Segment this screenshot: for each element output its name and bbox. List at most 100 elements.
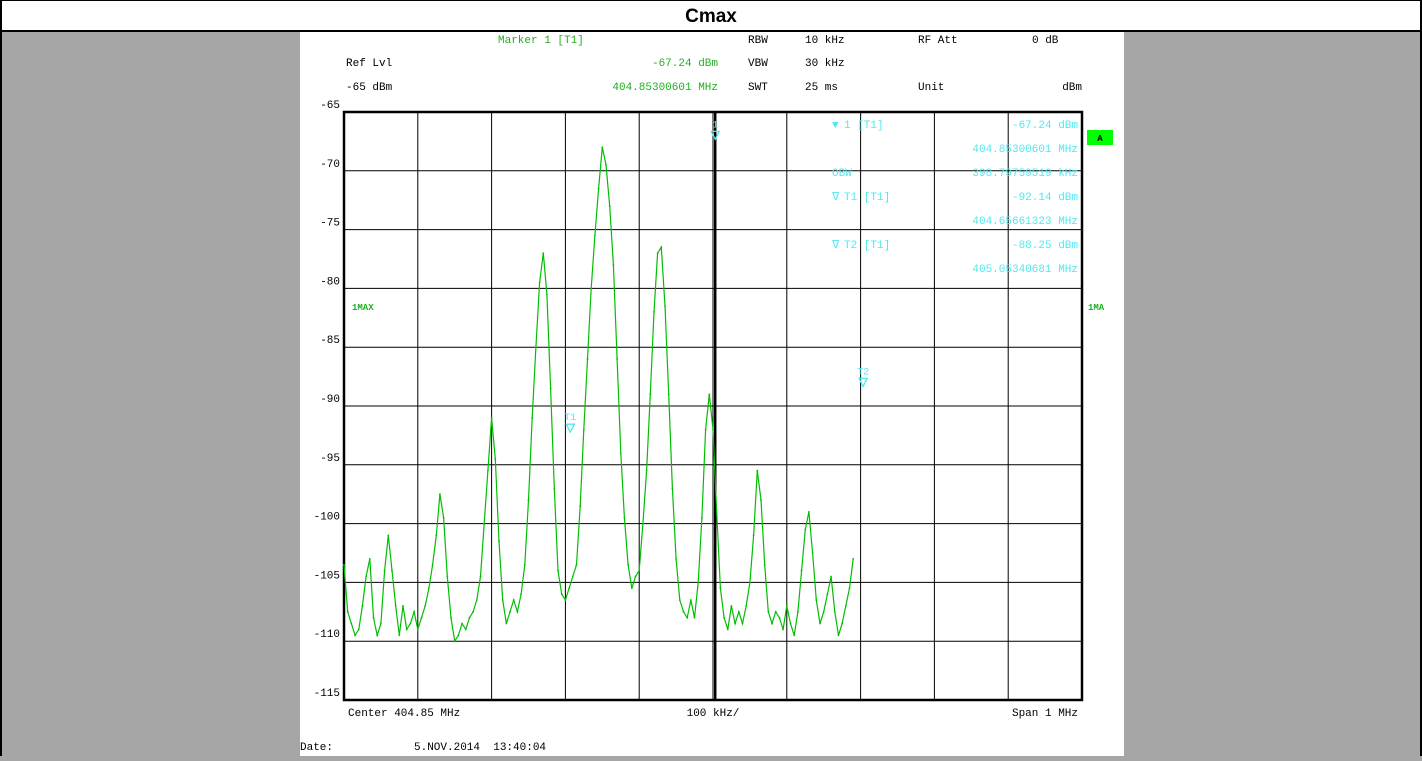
trace-point bbox=[346, 610, 349, 613]
trace-point bbox=[391, 569, 393, 572]
trace-point bbox=[826, 593, 829, 596]
trace-point bbox=[800, 569, 803, 572]
trace-point bbox=[712, 428, 714, 431]
trace-point bbox=[568, 587, 570, 590]
trace-point bbox=[424, 605, 427, 607]
trace-group bbox=[343, 112, 855, 700]
analyzer-panel: Marker 1 [T1] RBW 10 kHz RF Att 0 dB Ref… bbox=[300, 32, 1124, 756]
trace-point bbox=[531, 416, 534, 419]
ref-lvl-label: Ref Lvl bbox=[346, 58, 392, 70]
rbw-label: RBW bbox=[748, 35, 768, 47]
marker-table: ▼ 1 [T1] -67.24 dBm 404.85300601 MHz OBW 398.… bbox=[831, 120, 1078, 276]
trace-point bbox=[564, 599, 567, 601]
trace-point bbox=[660, 246, 663, 249]
trace-point bbox=[509, 610, 511, 613]
marker-table-value: -92.14 dBm bbox=[1012, 192, 1078, 204]
trace-point bbox=[630, 587, 633, 590]
trace-point bbox=[645, 469, 648, 472]
trace-point bbox=[446, 575, 449, 578]
div-per: 100 kHz/ bbox=[687, 708, 740, 720]
trace-point bbox=[350, 622, 353, 625]
trace-point bbox=[638, 569, 641, 572]
trace-point bbox=[368, 557, 371, 560]
y-tick-label: -95 bbox=[320, 453, 340, 465]
trace-point bbox=[741, 622, 744, 625]
trace-point bbox=[527, 499, 530, 501]
trace-point bbox=[752, 534, 755, 537]
trace-point bbox=[534, 346, 537, 349]
trace-point bbox=[549, 387, 552, 390]
y-tick-label: -115 bbox=[314, 688, 340, 700]
marker-table-freq: 405.05340681 MHz bbox=[972, 264, 1078, 276]
trace-point bbox=[848, 587, 851, 590]
trace-point bbox=[553, 487, 556, 490]
markers-group: 1 T1 T2 bbox=[564, 120, 869, 434]
trace-point bbox=[505, 622, 508, 625]
trace-point bbox=[808, 510, 810, 513]
trace-point bbox=[704, 428, 707, 431]
left-max-label: 1MAX bbox=[352, 303, 374, 313]
trace-point bbox=[394, 605, 397, 607]
trace-point bbox=[361, 605, 364, 607]
marker-table-value: 398.79759519 kHz bbox=[972, 168, 1078, 180]
trace-point bbox=[442, 516, 445, 519]
center-freq: Center 404.85 MHz bbox=[348, 708, 460, 720]
date-label: Date: bbox=[300, 742, 333, 754]
trace-point bbox=[402, 605, 404, 607]
trace-point bbox=[819, 622, 821, 625]
trace-point bbox=[682, 610, 685, 613]
trace-point bbox=[745, 605, 748, 607]
y-tick-label: -70 bbox=[320, 159, 340, 171]
trace-point bbox=[383, 569, 386, 572]
trace-point bbox=[623, 516, 626, 519]
trace-point bbox=[435, 534, 438, 537]
vbw-label: VBW bbox=[748, 58, 768, 70]
trace-point bbox=[416, 628, 419, 631]
marker-table-symbol: ∇ bbox=[831, 192, 840, 204]
trace-point bbox=[457, 634, 460, 637]
trace-point bbox=[785, 605, 788, 607]
rfatt-value: 0 dB bbox=[1032, 35, 1059, 47]
a-badge bbox=[1087, 130, 1113, 145]
trace-point bbox=[852, 557, 855, 560]
trace-point bbox=[608, 205, 611, 207]
trace-point bbox=[560, 593, 563, 596]
trace-point bbox=[730, 605, 733, 607]
marker-symbol bbox=[858, 377, 869, 388]
span-value: Span 1 MHz bbox=[1012, 708, 1078, 720]
trace-point bbox=[490, 416, 493, 419]
ref-lvl-value: -65 dBm bbox=[346, 82, 393, 94]
trace-point bbox=[461, 622, 463, 625]
trace-point bbox=[760, 499, 762, 501]
unit-label: Unit bbox=[918, 82, 944, 94]
trace-point bbox=[409, 622, 412, 625]
trace-point bbox=[387, 534, 390, 537]
trace-point bbox=[701, 516, 703, 519]
swt-value: 25 ms bbox=[805, 82, 838, 94]
trace-point bbox=[723, 616, 725, 619]
trace-point bbox=[844, 605, 847, 607]
trace-point bbox=[830, 575, 832, 578]
marker-table-symbol: ∇ bbox=[831, 240, 840, 252]
trace-point bbox=[686, 616, 689, 619]
trace-point bbox=[697, 581, 700, 584]
trace-point bbox=[796, 610, 799, 613]
trace-point bbox=[837, 634, 840, 637]
trace-point bbox=[782, 628, 785, 631]
marker-table-value: -88.25 dBm bbox=[1012, 240, 1078, 252]
trace-point bbox=[405, 628, 408, 631]
right-max-label: 1MA bbox=[1088, 303, 1105, 313]
trace-point bbox=[653, 311, 655, 313]
marker-level: -67.24 dBm bbox=[652, 58, 718, 70]
trace-point bbox=[811, 552, 814, 554]
trace-point bbox=[619, 452, 622, 454]
trace-point bbox=[516, 610, 519, 613]
trace-point bbox=[664, 305, 666, 307]
trace-point bbox=[472, 610, 475, 613]
trace-point bbox=[483, 522, 486, 525]
y-tick-label: -80 bbox=[320, 276, 340, 288]
marker-label: 1 bbox=[712, 120, 718, 131]
y-tick-label: -110 bbox=[314, 629, 340, 641]
spectrum-chart: Marker 1 [T1] RBW 10 kHz RF Att 0 dB Ref… bbox=[300, 35, 1113, 754]
trace-point bbox=[612, 263, 615, 266]
